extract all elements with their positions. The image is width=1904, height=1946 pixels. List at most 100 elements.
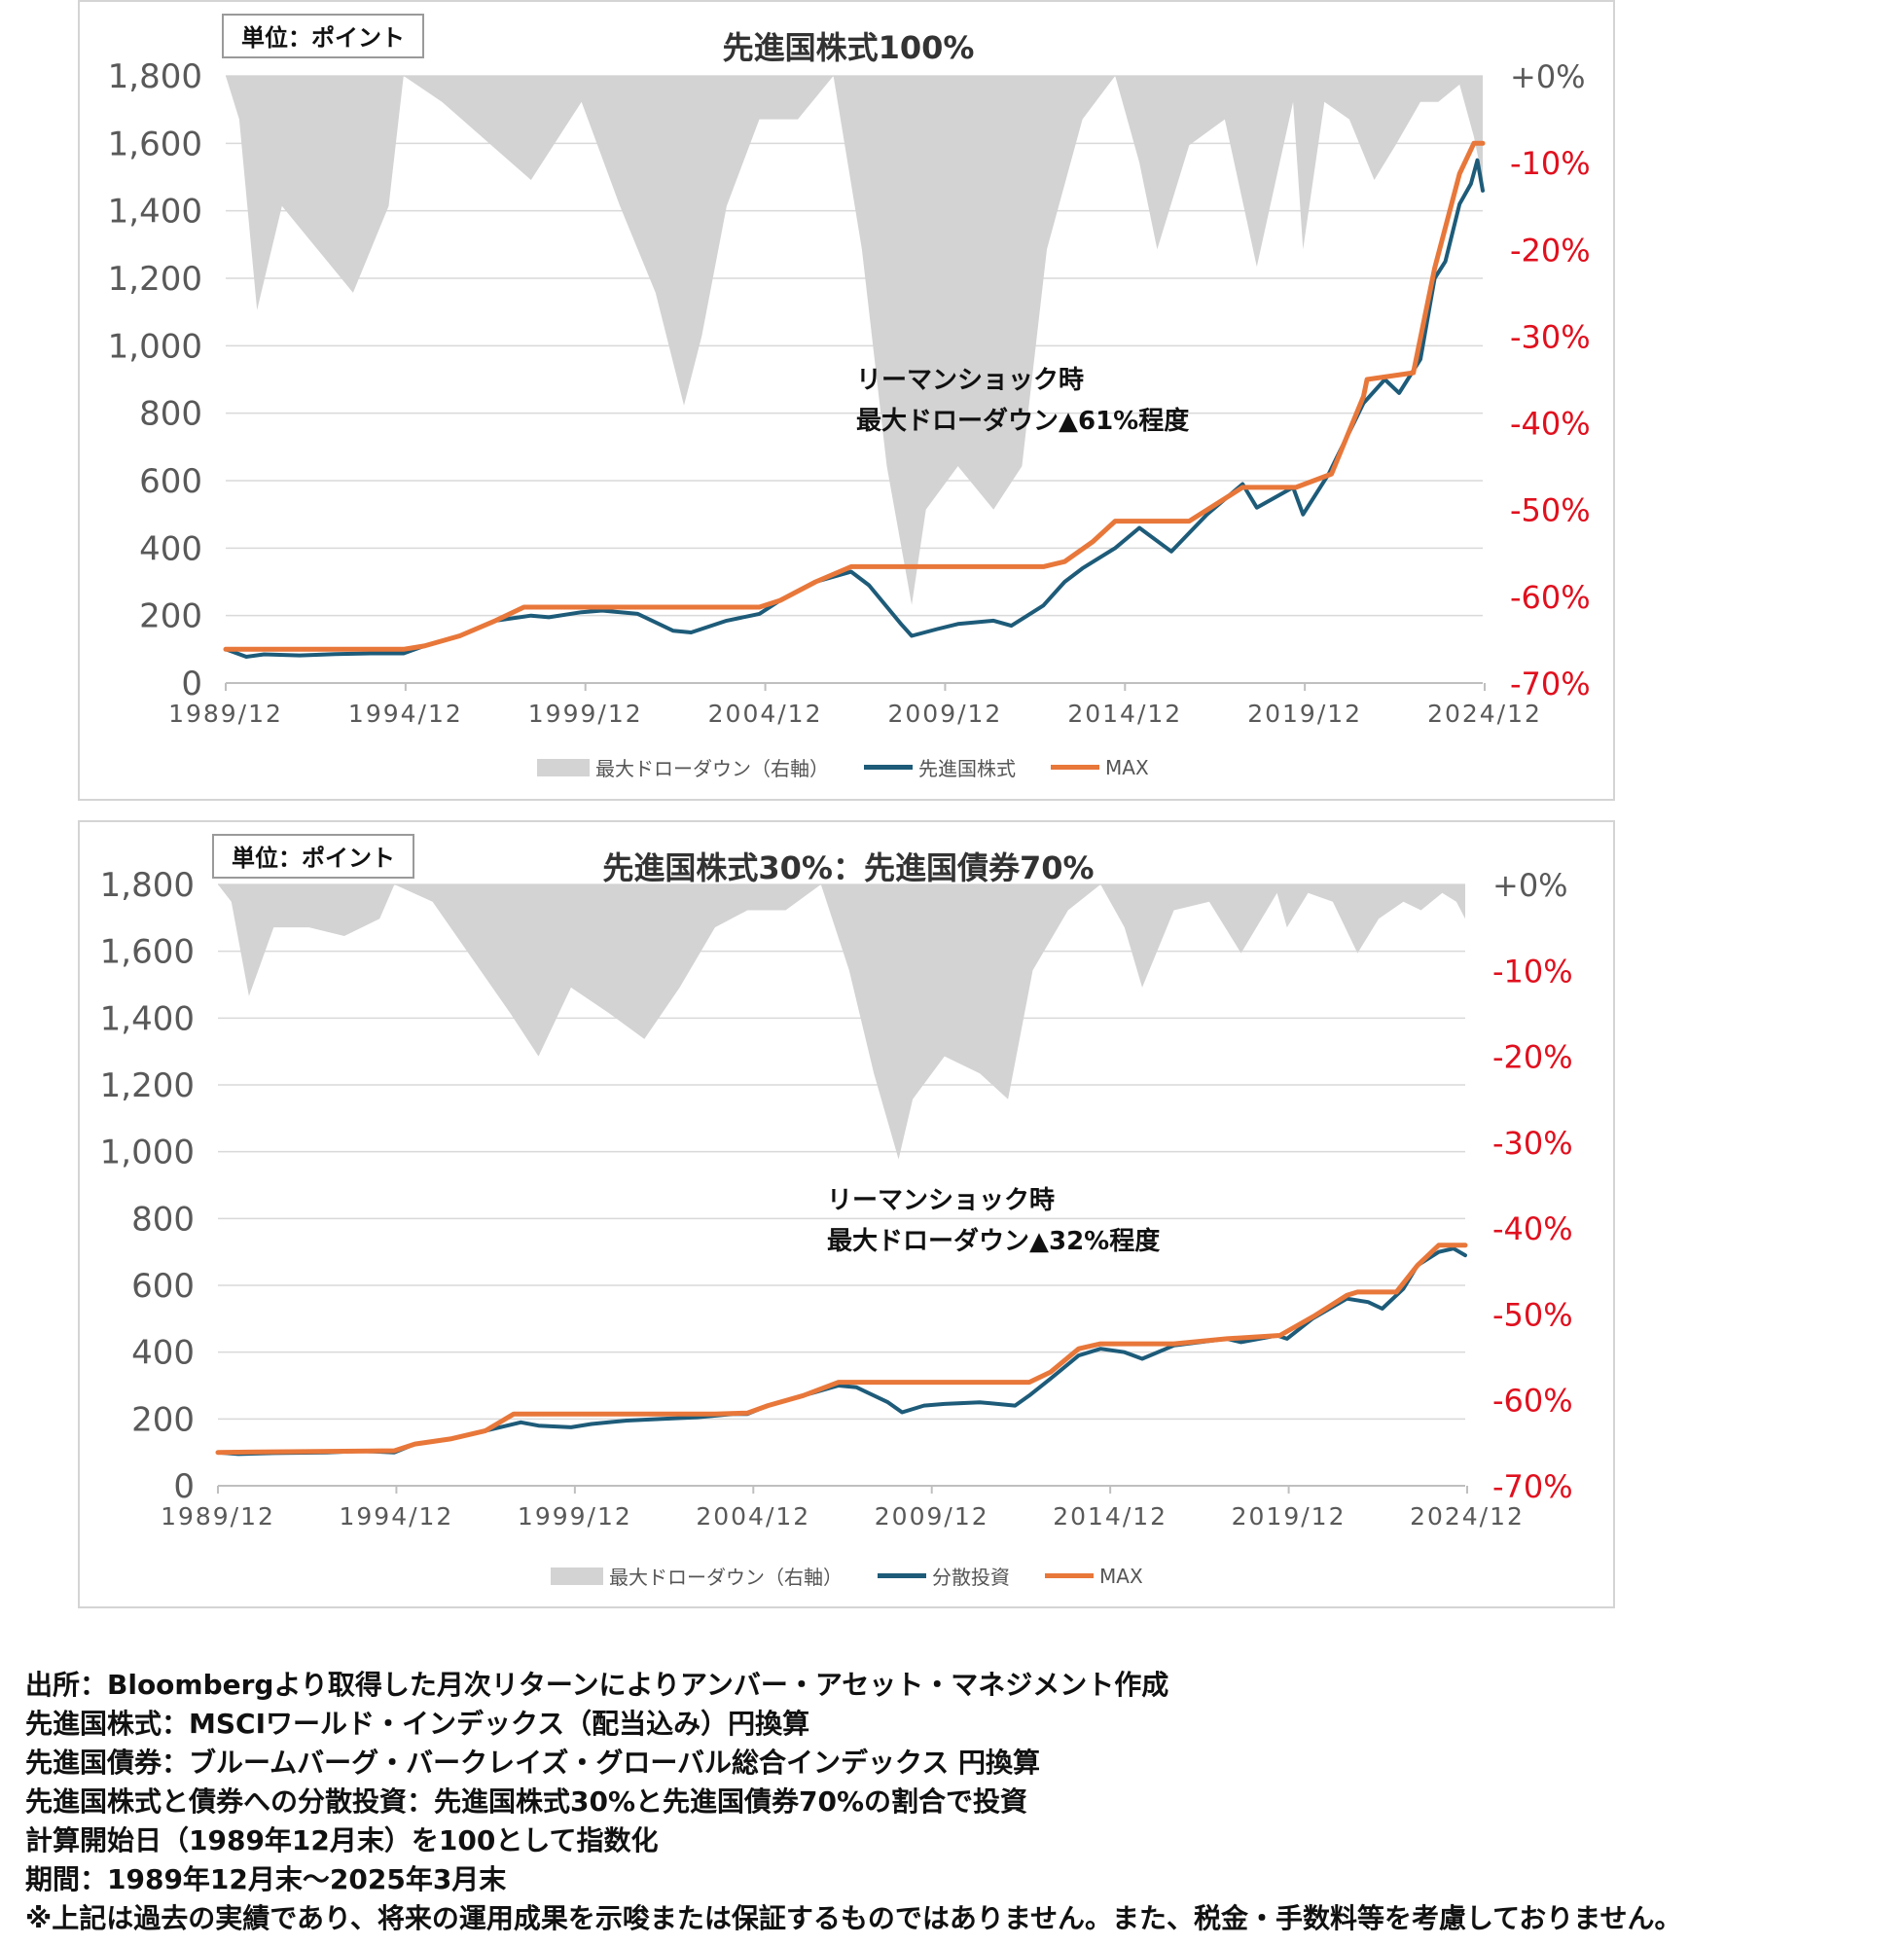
y-right-tick-label: -30% xyxy=(1492,1125,1573,1162)
series-line xyxy=(216,1246,1467,1457)
max-line xyxy=(223,140,1486,652)
y-left-tick-label: 1,400 xyxy=(100,999,195,1038)
y-right-tick-label: -20% xyxy=(1492,1039,1573,1076)
y-right-tick-label: -40% xyxy=(1492,1210,1573,1247)
y-left-tick-label: 1,800 xyxy=(108,57,202,96)
y-left-tick-label: 600 xyxy=(131,1267,195,1306)
chart-equity-100-plot: 0 200 400 600 800 1,000 1,200 1,400 1,600 1,800 +0… xyxy=(108,57,1591,728)
y-left-tick-label: 400 xyxy=(131,1334,195,1373)
unit-label: 単位：ポイント xyxy=(212,834,414,879)
y-right-tick-label: -70% xyxy=(1492,1468,1573,1505)
source-notes: 出所：Bloombergより取得した月次リターンによりアンバー・アセット・マネジ… xyxy=(25,1666,1884,1938)
x-tick-label: 2004/12 xyxy=(696,1502,810,1531)
legend-item-max: MAX xyxy=(1051,756,1149,779)
x-tick-label: 1994/12 xyxy=(339,1502,453,1531)
y-left-tick-label: 400 xyxy=(139,529,202,568)
legend-label-drawdown: 最大ドローダウン（右軸） xyxy=(609,1566,843,1589)
y-right-tick-label: -60% xyxy=(1492,1383,1573,1420)
y-right-tick-label: -10% xyxy=(1492,953,1573,990)
legend-item-series: 先進国株式 xyxy=(864,753,1016,781)
x-tick-label: 1989/12 xyxy=(161,1502,275,1531)
max-line xyxy=(215,1243,1468,1456)
annotation: リーマンショック時 最大ドローダウン▲61%程度 xyxy=(856,360,1189,442)
x-tick-label: 2019/12 xyxy=(1232,1502,1347,1531)
x-tick-label: 1994/12 xyxy=(348,700,463,728)
y-left-tick-label: 200 xyxy=(139,597,202,636)
legend: 最大ドローダウン（右軸） 先進国株式 MAX xyxy=(537,753,1184,781)
y-left-tick-label: 1,800 xyxy=(100,866,195,905)
legend-label-series: 先進国株式 xyxy=(918,757,1016,780)
y-left-tick-label: 1,200 xyxy=(108,260,202,299)
annotation-line-1: リーマンショック時 xyxy=(856,366,1085,395)
y-left-tick-label: 1,000 xyxy=(100,1134,195,1172)
legend: 最大ドローダウン（右軸） 分散投資 MAX xyxy=(551,1562,1178,1590)
drawdown-area xyxy=(226,76,1483,605)
annotation: リーマンショック時 最大ドローダウン▲32%程度 xyxy=(827,1180,1160,1262)
legend-item-series: 分散投資 xyxy=(878,1562,1010,1590)
legend-item-max: MAX xyxy=(1045,1565,1143,1588)
y-left-tick-label: 800 xyxy=(131,1200,195,1239)
x-tick-label: 2019/12 xyxy=(1247,700,1362,728)
note-bond-index: 先進国債券：ブルームバーグ・バークレイズ・グローバル総合インデックス 円換算 xyxy=(25,1747,1040,1779)
legend-swatch-max xyxy=(1045,1573,1094,1578)
y-left-tick-label: 800 xyxy=(139,395,202,434)
y-left-tick-label: 1,600 xyxy=(108,125,202,163)
note-equity-index: 先進国株式：MSCIワールド・インデックス（配当込み）円換算 xyxy=(25,1708,810,1740)
unit-label: 単位：ポイント xyxy=(222,14,424,58)
legend-label-series: 分散投資 xyxy=(932,1566,1010,1589)
annotation-line-2: 最大ドローダウン▲32%程度 xyxy=(827,1227,1161,1256)
x-tick-label: 2014/12 xyxy=(1067,700,1182,728)
note-disclaimer: ※上記は過去の実績であり、将来の運用成果を示唆または保証するものではありません。… xyxy=(25,1902,1682,1934)
x-tick-label: 1989/12 xyxy=(168,700,283,728)
x-tick-label: 1999/12 xyxy=(518,1502,632,1531)
y-right-tick-label: -10% xyxy=(1510,145,1591,182)
chart-panel-equity-100: 0 200 400 600 800 1,000 1,200 1,400 1,600 1,800 +0… xyxy=(78,0,1615,801)
y-left-tick-label: 0 xyxy=(173,1467,195,1506)
series-line xyxy=(224,158,1485,659)
legend-swatch-series xyxy=(864,765,913,770)
chart-balanced-plot: 0 200 400 600 800 1,000 1,200 1,400 1,600 1,800 +0… xyxy=(100,866,1573,1531)
y-left-tick-label: 1,000 xyxy=(108,327,202,366)
drawdown-area xyxy=(218,884,1465,1160)
note-period: 期間：1989年12月末～2025年3月末 xyxy=(25,1863,507,1895)
legend-swatch-drawdown xyxy=(551,1567,603,1585)
legend-item-drawdown: 最大ドローダウン（右軸） xyxy=(551,1562,843,1590)
legend-swatch-series xyxy=(878,1573,926,1578)
chart-panel-balanced-30-70: 0 200 400 600 800 1,000 1,200 1,400 1,600 1,800 +0… xyxy=(78,820,1615,1608)
y-left-tick-label: 0 xyxy=(181,665,202,703)
annotation-line-2: 最大ドローダウン▲61%程度 xyxy=(856,407,1190,436)
y-right-tick-label: -30% xyxy=(1510,318,1591,355)
y-left-tick-label: 1,400 xyxy=(108,193,202,232)
legend-swatch-max xyxy=(1051,765,1099,770)
y-right-tick-label: -50% xyxy=(1492,1296,1573,1333)
y-right-tick-label: -20% xyxy=(1510,232,1591,269)
y-right-tick-label: +0% xyxy=(1492,867,1568,904)
y-left-tick-label: 200 xyxy=(131,1400,195,1439)
legend-swatch-drawdown xyxy=(537,758,590,776)
y-left-tick-label: 600 xyxy=(139,462,202,501)
y-right-tick-label: -50% xyxy=(1510,492,1591,529)
x-tick-label: 2024/12 xyxy=(1410,1502,1525,1531)
y-right-tick-label: -60% xyxy=(1510,579,1591,616)
note-source: 出所：Bloombergより取得した月次リターンによりアンバー・アセット・マネジ… xyxy=(25,1669,1169,1701)
x-tick-label: 1999/12 xyxy=(528,700,643,728)
legend-label-max: MAX xyxy=(1099,1564,1143,1588)
x-tick-label: 2024/12 xyxy=(1427,700,1542,728)
chart-title: 先進国株式30%：先進国債券70% xyxy=(602,849,1095,886)
y-left-tick-label: 1,200 xyxy=(100,1066,195,1105)
x-tick-label: 2004/12 xyxy=(708,700,823,728)
legend-item-drawdown: 最大ドローダウン（右軸） xyxy=(537,753,829,781)
y-left-tick-label: 1,600 xyxy=(100,933,195,972)
y-right-tick-label: +0% xyxy=(1510,58,1586,95)
note-allocation: 先進国株式と債券への分散投資：先進国株式30%と先進国債券70%の割合で投資 xyxy=(25,1785,1028,1818)
x-tick-label: 2009/12 xyxy=(875,1502,989,1531)
legend-label-max: MAX xyxy=(1105,755,1149,779)
chart-title: 先進国株式100% xyxy=(722,29,975,66)
note-base-date: 計算開始日（1989年12月末）を100として指数化 xyxy=(25,1824,659,1856)
x-tick-label: 2014/12 xyxy=(1053,1502,1168,1531)
annotation-line-1: リーマンショック時 xyxy=(827,1186,1056,1215)
y-right-tick-label: -70% xyxy=(1510,666,1591,703)
legend-label-drawdown: 最大ドローダウン（右軸） xyxy=(595,757,829,780)
y-right-tick-label: -40% xyxy=(1510,406,1591,443)
x-tick-label: 2009/12 xyxy=(887,700,1002,728)
